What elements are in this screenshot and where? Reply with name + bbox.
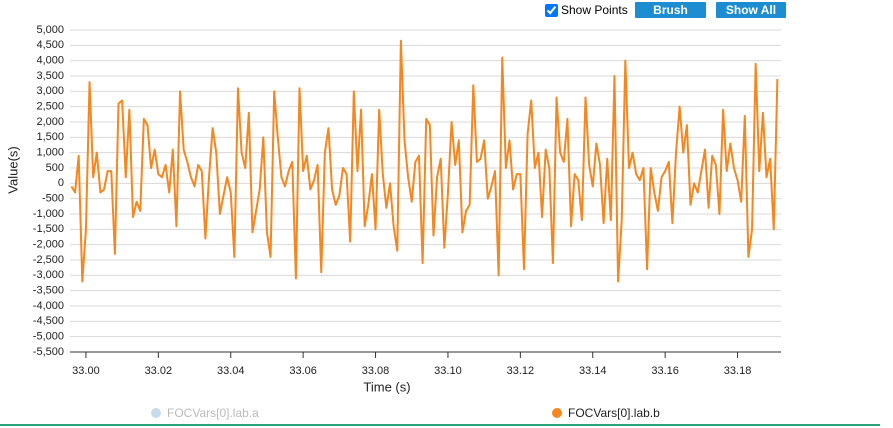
y-tick-label: -3,000 <box>33 269 64 281</box>
y-tick-label: -1,000 <box>33 208 64 220</box>
legend-marker <box>151 408 161 418</box>
x-tick-label: 33.02 <box>145 365 173 377</box>
x-tick-label: 33.12 <box>507 365 535 377</box>
y-tick-label: -5,500 <box>33 346 64 358</box>
y-tick-label: 4,000 <box>36 55 64 67</box>
y-tick-label: 0 <box>58 177 64 189</box>
x-tick-label: 33.08 <box>362 365 390 377</box>
x-tick-label: 33.04 <box>217 365 245 377</box>
x-tick-label: 33.16 <box>651 365 679 377</box>
y-tick-label: 1,000 <box>36 147 64 159</box>
y-tick-label: -500 <box>42 193 64 205</box>
y-tick-label: -2,000 <box>33 239 64 251</box>
show-points-label: Show Points <box>561 3 628 17</box>
y-tick-label: 2,500 <box>36 101 64 113</box>
y-tick-label: -2,500 <box>33 254 64 266</box>
y-tick-label: 3,500 <box>36 70 64 82</box>
legend-label: FOCVars[0].lab.a <box>167 406 259 420</box>
x-tick-label: 33.00 <box>72 365 100 377</box>
y-tick-label: 2,000 <box>36 116 64 128</box>
x-tick-label: 33.10 <box>434 365 462 377</box>
x-tick-label: 33.18 <box>724 365 752 377</box>
y-tick-label: -1,500 <box>33 223 64 235</box>
y-tick-label: -4,000 <box>33 300 64 312</box>
y-tick-label: 3,000 <box>36 85 64 97</box>
y-tick-label: -3,500 <box>33 285 64 297</box>
y-tick-label: 5,000 <box>36 24 64 36</box>
show-all-button[interactable]: Show All <box>716 2 786 18</box>
legend-label: FOCVars[0].lab.b <box>568 406 660 420</box>
series-line <box>70 39 779 283</box>
y-tick-label: -4,500 <box>33 315 64 327</box>
show-points-checkbox[interactable] <box>545 3 558 17</box>
x-tick-label: 33.14 <box>579 365 607 377</box>
legend-marker <box>552 408 562 418</box>
y-tick-label: 1,500 <box>36 131 64 143</box>
x-axis-title: Time (s) <box>363 379 410 394</box>
y-tick-label: 500 <box>46 162 64 174</box>
y-axis-title: Value(s) <box>5 146 20 193</box>
x-tick-label: 33.06 <box>289 365 317 377</box>
show-points-toggle[interactable]: Show Points <box>545 3 628 17</box>
brush-button[interactable]: Brush <box>635 2 706 18</box>
y-tick-label: 4,500 <box>36 39 64 51</box>
y-tick-label: -5,000 <box>33 331 64 343</box>
